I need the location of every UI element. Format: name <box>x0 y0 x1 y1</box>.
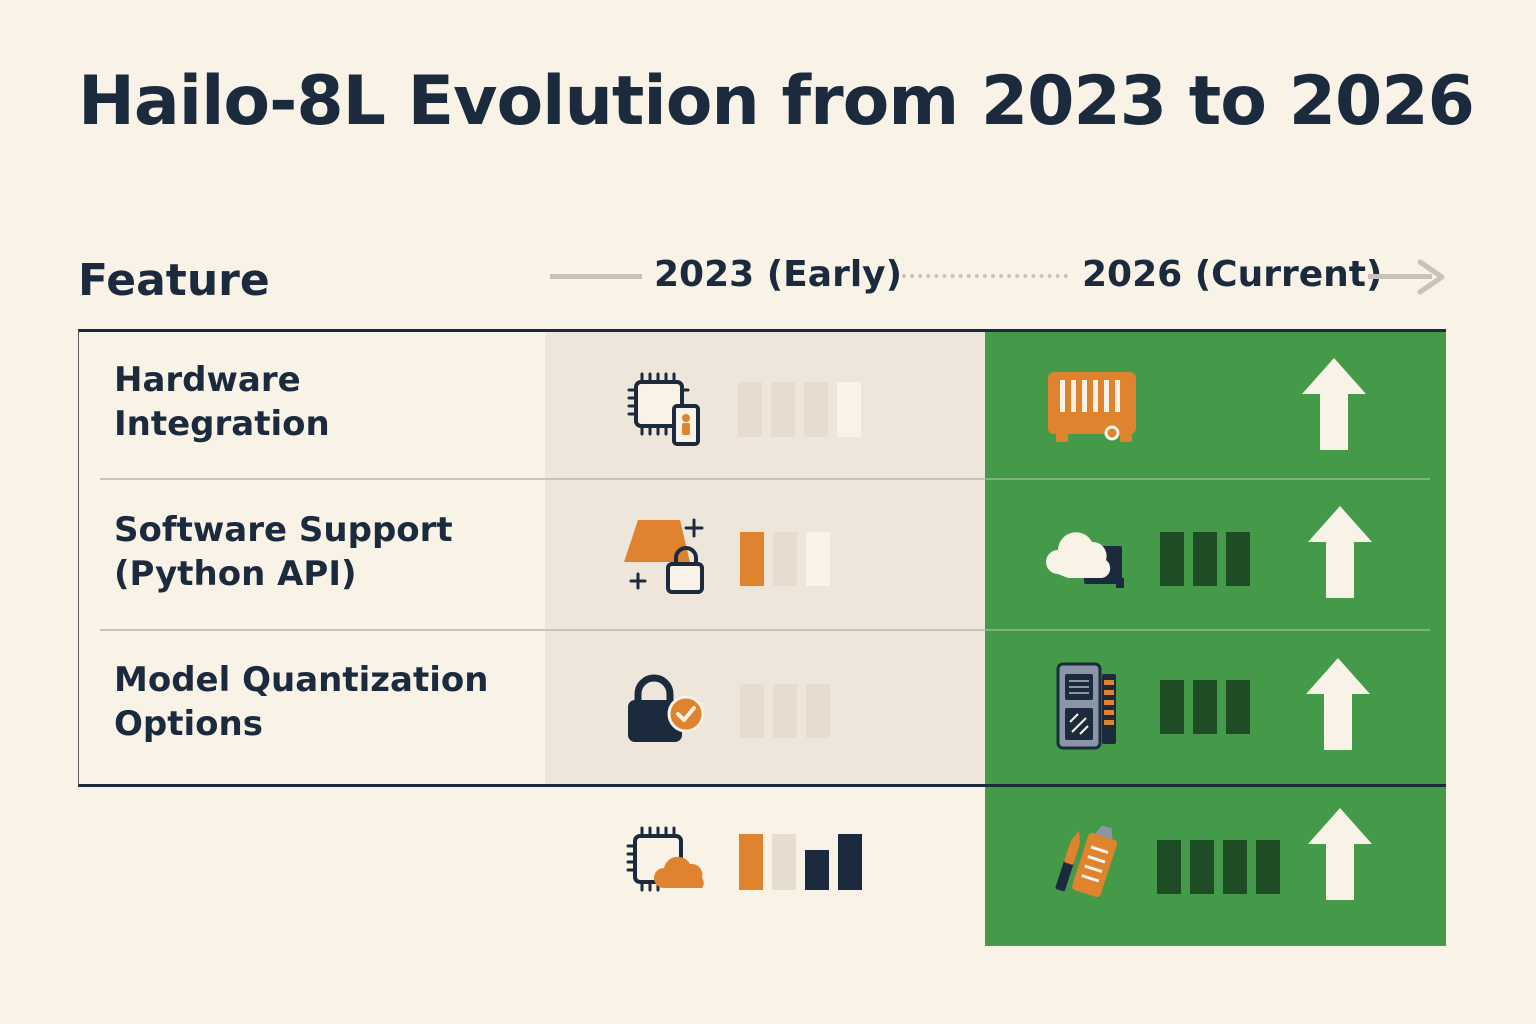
row-divider <box>985 478 1430 480</box>
progress-bar-segment <box>1193 532 1217 586</box>
row-label-hardware-integration: Hardware Integration <box>114 358 534 446</box>
row-label-model-quantization: Model Quantization Options <box>114 658 534 746</box>
orange-plugin-with-lock-icon <box>624 518 704 594</box>
progress-bar-segment <box>1160 532 1184 586</box>
current-progress-bars <box>1157 840 1280 894</box>
early-progress-bars <box>740 532 830 586</box>
progress-bar-segment <box>1193 680 1217 734</box>
early-progress-bars <box>738 382 861 437</box>
progress-bar-segment <box>806 532 830 586</box>
row-divider <box>100 478 985 480</box>
progress-bar-segment <box>1190 840 1214 894</box>
chip-with-person-icon <box>627 372 700 446</box>
row-label-line: Hardware <box>114 360 301 400</box>
progress-bar-segment <box>772 834 796 890</box>
progress-bar-segment <box>838 834 862 890</box>
pen-and-documents-icon <box>1055 825 1118 898</box>
current-progress-bars <box>1160 680 1250 734</box>
up-arrow-icon <box>1308 506 1372 598</box>
page-title: Hailo-8L Evolution from 2023 to 2026 <box>78 62 1475 141</box>
cloud-with-monitor-icon <box>1046 532 1124 588</box>
row-label-line: Integration <box>114 404 330 444</box>
current-column-header: 2026 (Current) <box>1082 254 1383 295</box>
row-label-software-support: Software Support (Python API) <box>114 508 534 596</box>
row-label-line: (Python API) <box>114 554 357 594</box>
row-divider <box>100 629 985 631</box>
row-label-line: Options <box>114 704 263 744</box>
timeline-lead-line <box>550 274 642 279</box>
progress-bar-segment <box>805 850 829 890</box>
row-divider <box>985 629 1430 631</box>
progress-bar-segment <box>740 684 764 738</box>
early-column-header: 2023 (Early) <box>654 254 903 295</box>
progress-bar-segment <box>739 834 763 890</box>
timeline-arrow-icon <box>1417 259 1445 295</box>
progress-bar-segment <box>806 684 830 738</box>
progress-bar-segment <box>773 684 797 738</box>
row-label-line: Model Quantization <box>114 660 489 700</box>
feature-column-header: Feature <box>78 255 270 306</box>
lock-with-check-icon <box>628 674 705 742</box>
early-progress-bars <box>740 684 830 738</box>
chip-with-cloud-icon <box>626 826 704 892</box>
progress-bar-segment <box>1256 840 1280 894</box>
early-progress-bars <box>739 834 862 890</box>
progress-bar-segment <box>1226 532 1250 586</box>
comparison-table <box>78 329 1446 787</box>
up-arrow-icon <box>1306 658 1370 750</box>
timeline-tail-line <box>1368 274 1432 279</box>
progress-bar-segment <box>773 532 797 586</box>
progress-bar-segment <box>771 382 795 437</box>
progress-bar-segment <box>1160 680 1184 734</box>
current-progress-bars <box>1160 532 1250 586</box>
progress-bar-segment <box>1226 680 1250 734</box>
progress-bar-segment <box>738 382 762 437</box>
orange-hardware-module-icon <box>1048 372 1136 442</box>
progress-bar-segment <box>837 382 861 437</box>
up-arrow-icon <box>1302 358 1366 450</box>
progress-bar-segment <box>1223 840 1247 894</box>
device-card-icon <box>1056 662 1116 750</box>
early-column-panel <box>545 332 985 785</box>
progress-bar-segment <box>1157 840 1181 894</box>
row-label-line: Software Support <box>114 510 453 550</box>
timeline-dotted-connector <box>902 274 1068 278</box>
up-arrow-icon <box>1308 808 1372 900</box>
progress-bar-segment <box>804 382 828 437</box>
progress-bar-segment <box>740 532 764 586</box>
